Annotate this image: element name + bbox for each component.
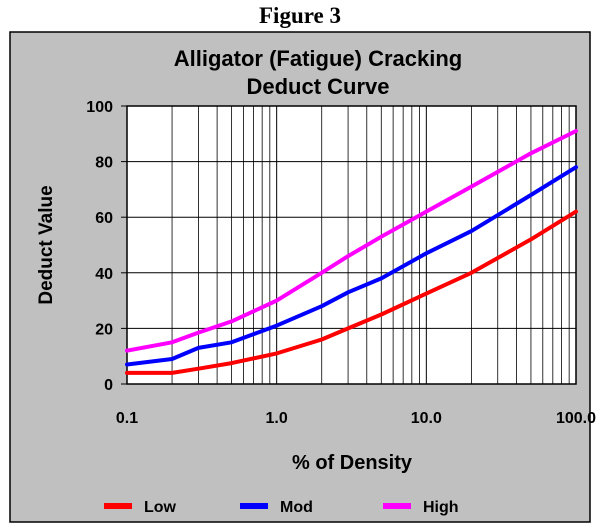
legend-label-low: Low xyxy=(144,499,177,516)
legend-swatch-high xyxy=(383,503,411,509)
x-tick-label: 0.1 xyxy=(116,410,138,427)
x-axis-label: % of Density xyxy=(292,452,413,474)
series-line-mod xyxy=(125,165,578,367)
figure-label: Figure 3 xyxy=(259,3,341,28)
legend-swatch-low xyxy=(104,503,132,509)
x-tick-label: 1.0 xyxy=(266,410,288,427)
legend-label-mod: Mod xyxy=(280,499,313,516)
y-axis-label: Deduct Value xyxy=(36,185,57,304)
legend-label-high: High xyxy=(423,499,459,516)
y-tick-label: 40 xyxy=(95,266,113,283)
legend: Low Mod High xyxy=(104,499,459,516)
plot-background xyxy=(127,106,576,384)
y-tick-label: 80 xyxy=(95,155,113,172)
x-tick-label: 100.0 xyxy=(556,410,596,427)
legend-swatch-mod xyxy=(240,503,268,509)
chart-subtitle: Deduct Curve xyxy=(246,74,389,99)
y-tick-label: 0 xyxy=(104,377,113,394)
y-tick-label: 100 xyxy=(86,99,113,116)
series-line-high xyxy=(125,129,578,353)
series-line-low xyxy=(125,209,578,375)
y-tick-label: 60 xyxy=(95,210,113,227)
plot-border xyxy=(126,105,577,385)
y-tick-label: 20 xyxy=(95,321,113,338)
chart-title: Alligator (Fatigue) Cracking xyxy=(174,46,462,71)
x-tick-label: 10.0 xyxy=(411,410,442,427)
plot-area: 0 20 40 60 80 100 0.1 1.0 10.0 100.0 xyxy=(86,99,596,427)
